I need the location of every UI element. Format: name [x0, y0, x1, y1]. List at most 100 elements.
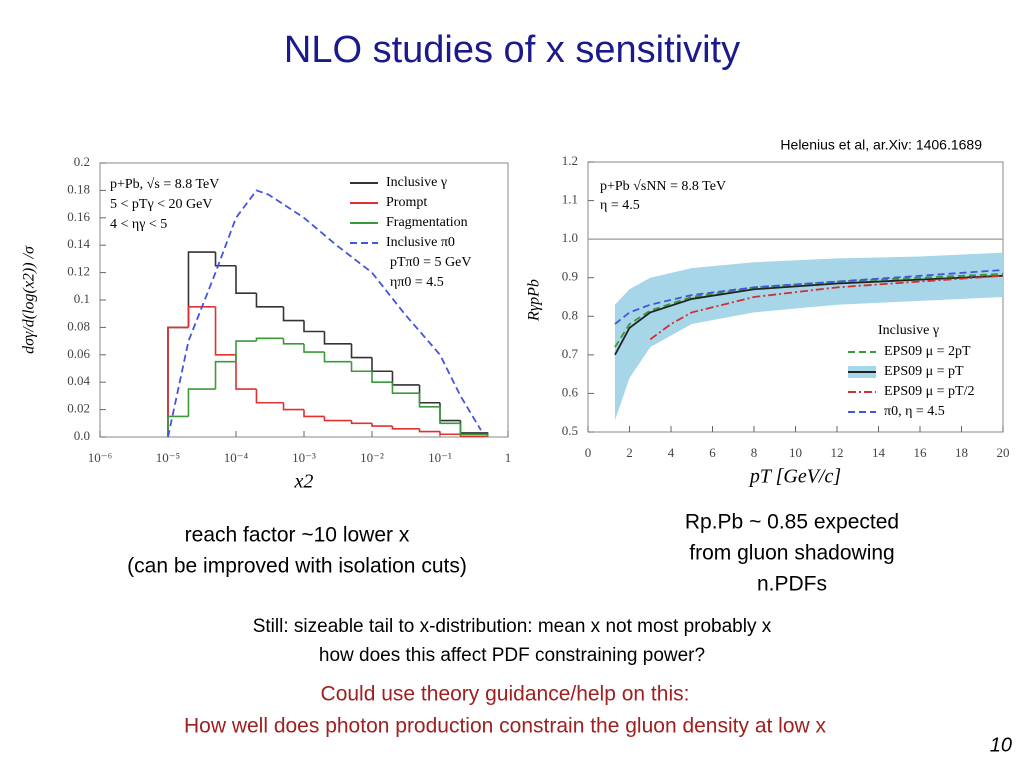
note-line: (can be improved with isolation cuts)	[127, 555, 467, 578]
legend-title: Inclusive γ	[878, 323, 939, 338]
histogram-bin	[350, 361, 372, 373]
histogram-bin	[439, 406, 461, 425]
y-tick-label: 0.8	[562, 307, 578, 322]
histogram-bin	[371, 423, 393, 427]
series-line	[649, 274, 1004, 341]
annotation: ηπ0 = 4.5	[390, 275, 444, 290]
x-tick-label: 10⁻⁵	[156, 450, 180, 465]
question-line: Still: sizeable tail to x-distribution: …	[253, 616, 772, 637]
y-tick-label: 0.0	[74, 428, 90, 443]
series-line	[167, 189, 482, 438]
histogram-bin	[235, 340, 257, 362]
slide-title: NLO studies of x sensitivity	[284, 29, 740, 71]
histogram-bin	[459, 423, 489, 437]
histogram-bin	[323, 416, 352, 422]
y-tick-label: 0.9	[562, 269, 578, 284]
x-tick-label: 4	[668, 445, 675, 460]
legend-label: Inclusive γ	[386, 175, 447, 190]
x-tick-label: 8	[751, 445, 758, 460]
histogram-bin	[187, 388, 216, 417]
series-line	[614, 269, 1004, 325]
legend-label: Fragmentation	[386, 215, 468, 230]
y-tick-label: 0.16	[67, 209, 90, 224]
annotation: 4 < ηγ < 5	[110, 217, 167, 232]
legend-label: Prompt	[386, 195, 427, 210]
y-tick-label: 0.12	[67, 264, 90, 279]
histogram-bin	[214, 252, 236, 267]
y-tick-label: 0.08	[67, 318, 90, 333]
y-axis-label: dσγ/d(log(x2)) /σ	[21, 245, 38, 354]
annotation: p+Pb, √s = 8.8 TeV	[110, 177, 219, 192]
histogram-bin	[167, 415, 189, 437]
x-tick-label: 16	[914, 445, 928, 460]
x-tick-label: 10⁻⁴	[224, 450, 249, 465]
annotation: 5 < pTγ < 20 GeV	[110, 197, 212, 212]
histogram-bin	[255, 293, 284, 308]
y-tick-label: 0.06	[67, 346, 90, 361]
x-tick-label: 10	[789, 445, 802, 460]
histogram-bin	[282, 306, 304, 322]
y-tick-label: 0.1	[74, 291, 90, 306]
histogram-bin	[371, 371, 393, 383]
x-tick-label: 1	[505, 450, 512, 465]
histogram-bin	[350, 343, 372, 359]
y-tick-label: 1.1	[562, 192, 578, 207]
histogram-bin	[418, 393, 440, 408]
x-tick-label: 10⁻³	[292, 450, 316, 465]
legend-label: EPS09 μ = pT	[884, 364, 964, 379]
annotation: η = 4.5	[600, 198, 640, 213]
x-axis-label: pT [GeV/c]	[748, 466, 841, 488]
histogram-bin	[214, 306, 236, 356]
histogram-bin	[418, 428, 440, 433]
citation: Helenius et al, ar.Xiv: 1406.1689	[780, 137, 982, 153]
note-line: Rp.Pb ~ 0.85 expected	[685, 511, 899, 534]
histogram-bin	[187, 306, 216, 328]
x-tick-label: 14	[872, 445, 886, 460]
x-tick-label: 12	[831, 445, 844, 460]
histogram-bin	[282, 338, 304, 345]
x-tick-label: 18	[955, 445, 968, 460]
note-line: reach factor ~10 lower x	[185, 524, 410, 547]
x-tick-label: 10⁻¹	[428, 450, 452, 465]
question-line: how does this affect PDF constraining po…	[319, 645, 705, 666]
y-tick-label: 0.18	[67, 181, 90, 196]
request-line: Could use theory guidance/help on this:	[321, 683, 690, 706]
histogram-bin	[323, 331, 352, 345]
legend-label: EPS09 μ = pT/2	[884, 384, 974, 399]
series-line	[614, 274, 1004, 356]
x-tick-label: 2	[626, 445, 633, 460]
histogram-bin	[255, 389, 284, 404]
histogram-bin	[350, 420, 372, 425]
y-tick-label: 1.2	[562, 153, 578, 168]
histogram-bin	[303, 343, 325, 353]
y-tick-label: 0.14	[67, 236, 90, 251]
x-tick-label: 10⁻⁶	[88, 450, 112, 465]
y-tick-label: 1.0	[562, 230, 578, 245]
request-line: How well does photon production constrai…	[184, 715, 827, 738]
note-line: from gluon shadowing	[689, 542, 894, 565]
histogram-bin	[303, 320, 325, 333]
histogram-bin	[235, 265, 257, 294]
y-tick-label: 0.04	[67, 373, 90, 388]
y-axis-label: RγpPb	[526, 279, 543, 322]
histogram-bin	[282, 402, 304, 411]
series-line	[614, 272, 1004, 348]
histogram-bin	[323, 352, 352, 363]
histogram-bin	[187, 251, 216, 328]
x-tick-label: 6	[709, 445, 716, 460]
x-tick-label: 20	[997, 445, 1010, 460]
legend-label: Inclusive π0	[386, 235, 455, 250]
x-tick-label: 0	[585, 445, 592, 460]
histogram-bin	[235, 354, 257, 390]
page-number: 10	[990, 734, 1012, 756]
note-line: n.PDFs	[757, 573, 827, 596]
annotation: pTπ0 = 5 GeV	[390, 255, 471, 270]
histogram-bin	[391, 426, 420, 430]
x-axis-label: x2	[294, 471, 314, 493]
histogram-bin	[167, 326, 189, 437]
y-tick-label: 0.2	[74, 154, 90, 169]
annotation: p+Pb √sNN = 8.8 TeV	[600, 179, 726, 194]
histogram-bin	[391, 382, 420, 394]
